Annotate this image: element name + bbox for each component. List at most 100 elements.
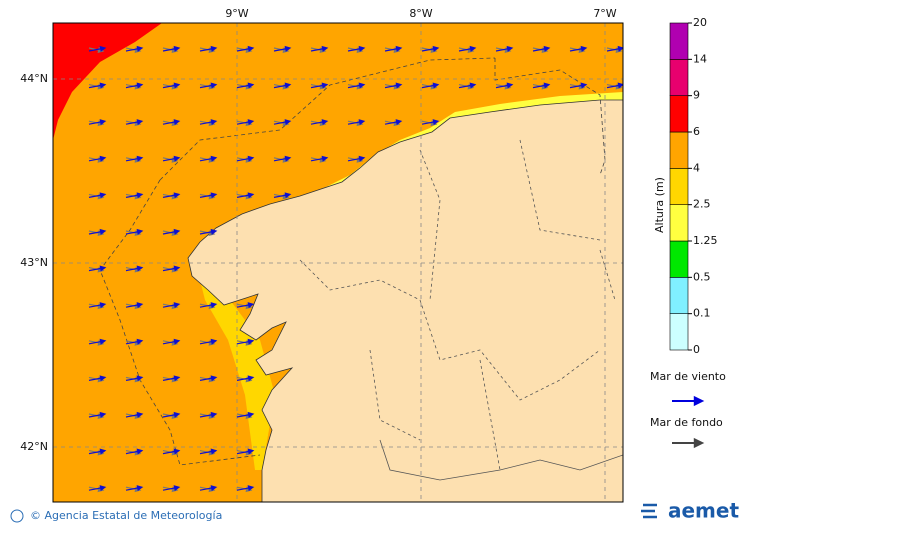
arrow: [421, 119, 440, 126]
arrow: [569, 82, 588, 89]
lon-label: 8°W: [409, 7, 432, 20]
arrow: [199, 155, 218, 162]
lat-label: 42°N: [20, 440, 48, 453]
arrow: [88, 82, 107, 89]
arrow: [125, 228, 144, 235]
arrow: [199, 45, 218, 52]
arrow: [273, 155, 292, 162]
arrow: [384, 119, 403, 126]
colorbar-tick-label: 9: [693, 89, 700, 102]
arrow: [125, 338, 144, 345]
colorbar-tick-label: 0.5: [693, 270, 711, 283]
colorbar-segment: [669, 95, 689, 133]
arrow: [125, 45, 144, 52]
arrow: [125, 265, 144, 272]
arrow: [125, 119, 144, 126]
high-wave-zone: [53, 23, 162, 140]
arrow: [125, 448, 144, 455]
arrow: [236, 375, 255, 382]
arrow: [125, 192, 144, 199]
arrow: [125, 155, 144, 162]
colorbar-tick-label: 20: [693, 16, 707, 29]
arrow: [606, 45, 623, 52]
arrow: [88, 448, 107, 455]
arrow: [236, 485, 255, 492]
credit-icon: [10, 509, 24, 523]
arrow: [458, 82, 477, 89]
arrow: [199, 448, 218, 455]
colorbar-segment: [669, 313, 689, 351]
arrow: [88, 338, 107, 345]
lon-label: 7°W: [593, 7, 616, 20]
arrow: [236, 411, 255, 418]
arrow: [125, 485, 144, 492]
colorbar-segment: [669, 131, 689, 169]
region-borders: [299, 139, 616, 471]
arrow: [199, 228, 218, 235]
arrow: [421, 45, 440, 52]
arrow: [236, 302, 255, 309]
arrow: [162, 192, 181, 199]
arrow: [162, 448, 181, 455]
colorbar-tick-label: 4: [693, 161, 700, 174]
arrow: [162, 485, 181, 492]
arrow: [569, 45, 588, 52]
logo-icon: [641, 503, 657, 519]
arrow: [606, 82, 623, 89]
arrow: [384, 82, 403, 89]
arrow: [162, 375, 181, 382]
arrow: [199, 302, 218, 309]
colorbar-segment: [669, 59, 689, 96]
arrow: [347, 119, 366, 126]
arrow: [125, 375, 144, 382]
colorbar-tick-label: 0: [693, 343, 700, 356]
colorbar-tick-label: 0.1: [693, 307, 711, 320]
arrow: [162, 119, 181, 126]
arrow: [236, 82, 255, 89]
arrow: [162, 265, 181, 272]
arrow: [125, 82, 144, 89]
arrow: [162, 302, 181, 309]
colorbar-tick-label: 14: [693, 52, 707, 65]
legend-label: Mar de fondo: [650, 416, 723, 429]
arrow: [125, 411, 144, 418]
colorbar-segment: [669, 168, 689, 205]
arrow: [162, 338, 181, 345]
arrow: [236, 119, 255, 126]
arrow: [273, 82, 292, 89]
legend-label: Mar de viento: [650, 370, 726, 383]
arrow: [236, 45, 255, 52]
arrow: [162, 411, 181, 418]
arrows: [88, 45, 623, 493]
colorbar-tick-label: 6: [693, 125, 700, 138]
lat-label: 44°N: [20, 72, 48, 85]
graticule: [53, 23, 623, 502]
arrow: [88, 411, 107, 418]
arrow: [310, 45, 329, 52]
arrow: [672, 395, 705, 407]
lat-label: 43°N: [20, 256, 48, 269]
arrow: [88, 485, 107, 492]
coastal-band: [200, 280, 275, 470]
arrow: [88, 228, 107, 235]
arrow: [236, 192, 255, 199]
map: [53, 23, 623, 502]
arrow: [88, 375, 107, 382]
arrow: [236, 338, 255, 345]
arrow: [384, 45, 403, 52]
colorbar-segment: [669, 277, 689, 314]
arrow: [199, 192, 218, 199]
arrow: [88, 265, 107, 272]
colorbar-label: Altura (m): [653, 177, 666, 233]
arrow: [199, 338, 218, 345]
arrow: [199, 411, 218, 418]
maritime-zones: [99, 57, 606, 466]
arrow: [125, 302, 144, 309]
arrow: [310, 119, 329, 126]
arrow: [199, 485, 218, 492]
arrow: [310, 155, 329, 162]
arrow: [88, 192, 107, 199]
arrow: [458, 45, 477, 52]
arrow: [495, 82, 514, 89]
